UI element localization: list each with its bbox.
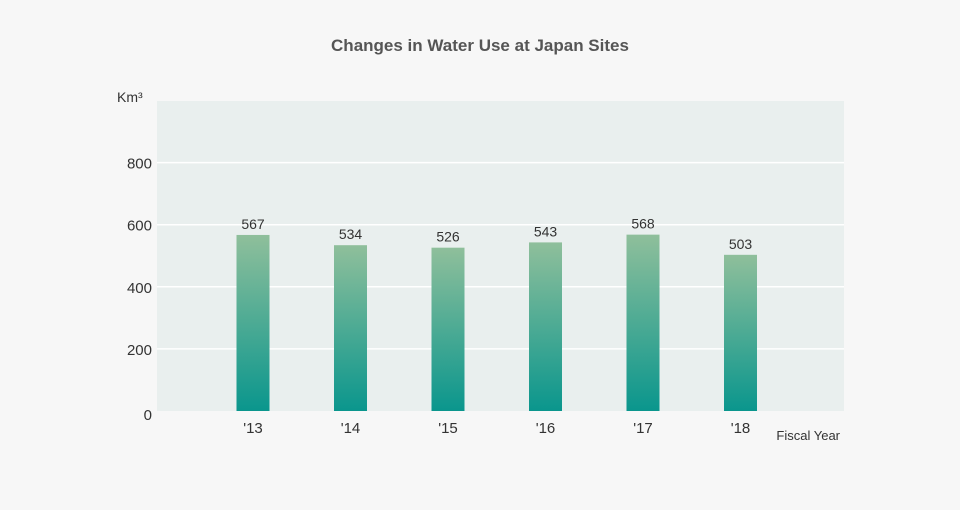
bars <box>236 234 757 411</box>
bar <box>626 234 660 411</box>
chart-title: Changes in Water Use at Japan Sites <box>331 36 629 55</box>
y-tick-label: 600 <box>127 218 152 235</box>
bar <box>431 247 465 411</box>
data-label: 534 <box>339 226 363 242</box>
data-label: 567 <box>241 216 265 232</box>
bar <box>724 254 757 411</box>
x-tick-label: '17 <box>633 420 653 437</box>
x-tick-label: '15 <box>438 420 458 437</box>
data-label: 543 <box>534 223 558 239</box>
y-axis-unit: Km³ <box>117 89 143 105</box>
data-label: 526 <box>436 229 460 245</box>
y-tick-label: 800 <box>127 156 152 173</box>
data-label: 503 <box>729 236 753 252</box>
x-tick-label: '16 <box>536 420 556 437</box>
y-axis: 0 200 400 600 800 <box>127 156 152 424</box>
data-labels: 567 534 526 543 568 503 <box>241 216 752 252</box>
y-tick-label: 400 <box>127 280 152 297</box>
bar <box>236 234 270 411</box>
bar <box>334 245 367 411</box>
y-tick-label: 200 <box>127 342 152 359</box>
x-tick-label: '18 <box>731 420 751 437</box>
x-tick-label: '14 <box>341 420 361 437</box>
x-tick-label: '13 <box>243 420 263 437</box>
x-axis: '13 '14 '15 '16 '17 '18 <box>243 420 750 437</box>
x-axis-label: Fiscal Year <box>776 428 840 443</box>
data-label: 568 <box>631 216 655 232</box>
y-tick-label: 0 <box>144 407 152 424</box>
bar <box>529 242 562 411</box>
